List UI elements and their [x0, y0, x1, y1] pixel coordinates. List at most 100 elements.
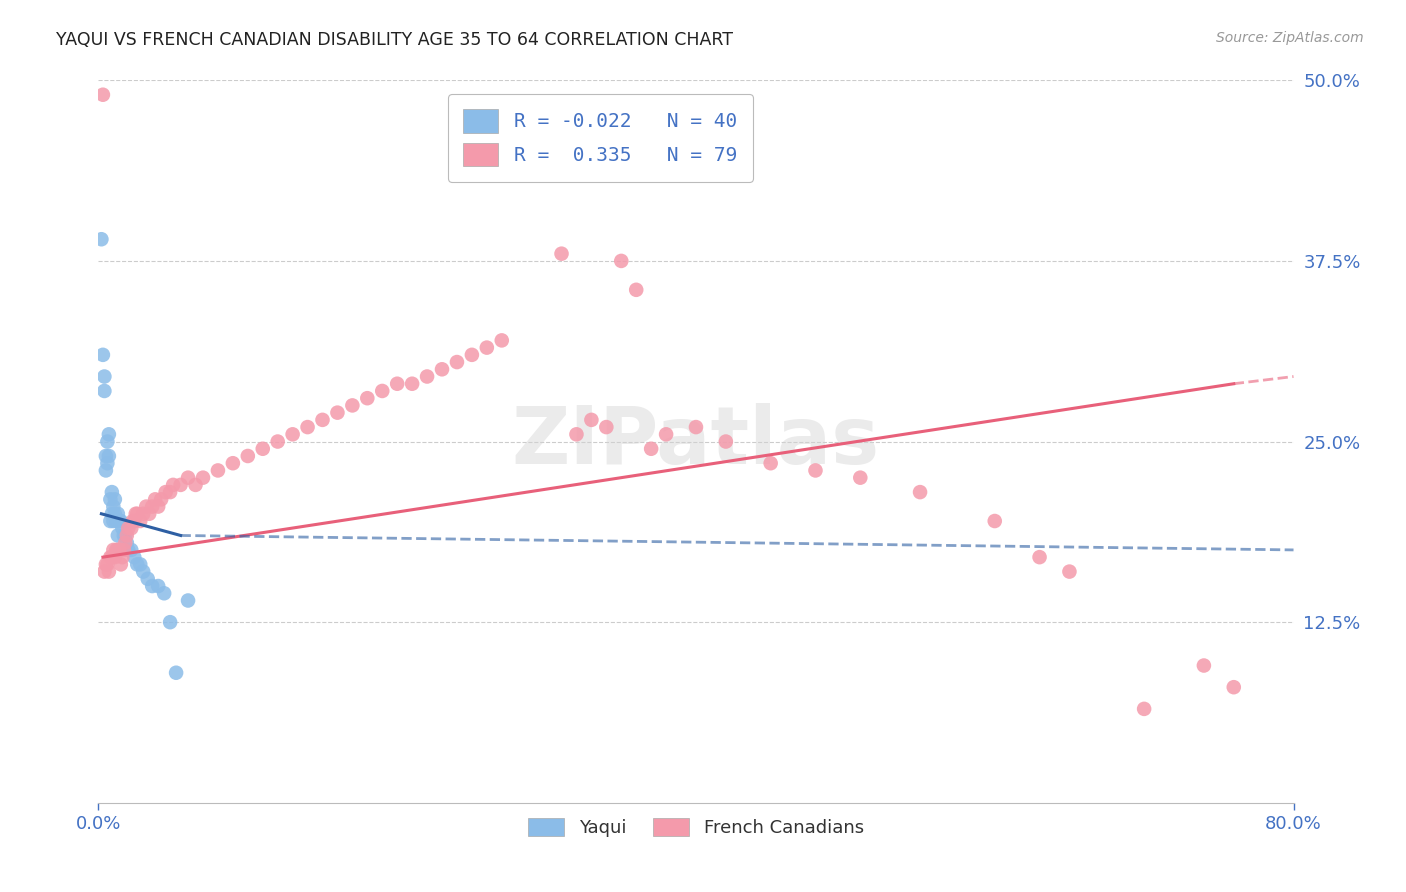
Point [96, 456, 118, 470]
Point [191, 470, 214, 484]
Point [236, 449, 259, 463]
Point [165, 665, 187, 680]
Point [97, 565, 120, 579]
Point [430, 362, 453, 376]
Point [297, 420, 319, 434]
Text: YAQUI VS FRENCH CANADIAN DISABILITY AGE 35 TO 64 CORRELATION CHART: YAQUI VS FRENCH CANADIAN DISABILITY AGE … [56, 31, 734, 49]
Point [252, 442, 274, 456]
Point [129, 558, 152, 572]
Point [416, 369, 439, 384]
Point [169, 478, 191, 492]
Point [127, 507, 149, 521]
Point [1059, 565, 1081, 579]
Point [115, 528, 138, 542]
Point [162, 478, 184, 492]
Point [90, 232, 112, 246]
Point [93, 369, 115, 384]
Point [104, 550, 127, 565]
Point [132, 565, 155, 579]
Point [685, 420, 707, 434]
Point [101, 485, 124, 500]
Point [565, 427, 588, 442]
Point [371, 384, 394, 398]
Point [103, 542, 125, 557]
Point [159, 485, 181, 500]
Point [104, 492, 127, 507]
Point [98, 492, 122, 507]
Point [96, 558, 118, 572]
Point [148, 500, 170, 514]
Point [93, 384, 115, 398]
Point [138, 507, 160, 521]
Point [112, 528, 135, 542]
Point [132, 507, 155, 521]
Point [111, 521, 134, 535]
Point [93, 565, 115, 579]
Point [222, 456, 245, 470]
Point [121, 514, 143, 528]
Point [98, 514, 122, 528]
Point [159, 615, 181, 630]
Point [342, 398, 364, 412]
Point [120, 542, 142, 557]
Point [385, 376, 409, 391]
Point [150, 492, 173, 507]
Point [759, 456, 782, 470]
Point [124, 514, 146, 528]
Point [115, 535, 138, 549]
Point [107, 542, 129, 557]
Point [120, 521, 142, 535]
Point [581, 413, 603, 427]
Point [143, 492, 166, 507]
Point [103, 500, 125, 514]
Point [804, 463, 827, 477]
Point [461, 348, 484, 362]
Point [107, 507, 129, 521]
Point [595, 420, 617, 434]
Point [148, 579, 170, 593]
Point [96, 434, 118, 449]
Point [103, 514, 125, 528]
Point [104, 507, 127, 521]
Point [111, 550, 134, 565]
Point [91, 348, 114, 362]
Point [114, 535, 136, 549]
Point [94, 558, 117, 572]
Point [97, 449, 120, 463]
Point [207, 463, 229, 477]
Point [1133, 702, 1156, 716]
Point [356, 391, 378, 405]
Point [112, 542, 135, 557]
Point [153, 586, 176, 600]
Point [177, 593, 200, 607]
Point [105, 542, 128, 557]
Point [91, 87, 114, 102]
Point [101, 507, 124, 521]
Point [640, 442, 662, 456]
Point [326, 406, 349, 420]
Point [714, 434, 737, 449]
Point [110, 558, 132, 572]
Point [177, 470, 200, 484]
Legend: Yaqui, French Canadians: Yaqui, French Canadians [520, 811, 872, 845]
Point [94, 463, 117, 477]
Point [94, 449, 117, 463]
Point [655, 427, 678, 442]
Point [520, 160, 543, 174]
Point [98, 550, 122, 565]
Point [108, 542, 131, 557]
Point [491, 334, 513, 348]
Point [124, 550, 146, 565]
Text: Source: ZipAtlas.com: Source: ZipAtlas.com [1216, 31, 1364, 45]
Point [136, 572, 159, 586]
Point [984, 514, 1007, 528]
Point [908, 485, 931, 500]
Point [141, 579, 163, 593]
Point [1223, 680, 1246, 694]
Point [446, 355, 468, 369]
Point [311, 413, 333, 427]
Point [849, 470, 872, 484]
Point [610, 253, 633, 268]
Point [135, 500, 157, 514]
Point [267, 434, 290, 449]
